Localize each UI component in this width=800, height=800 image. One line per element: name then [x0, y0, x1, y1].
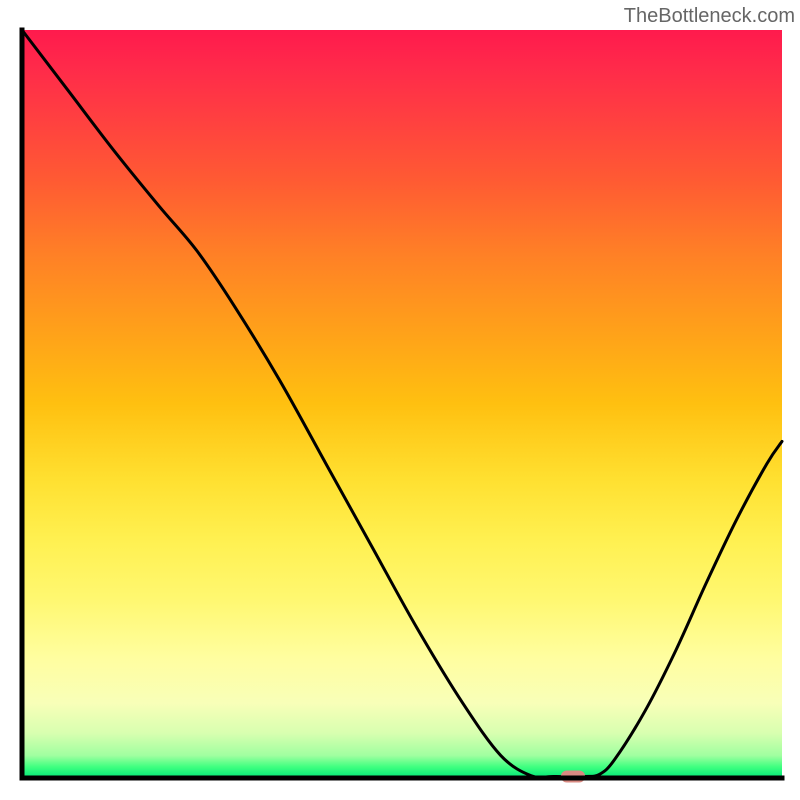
- bottleneck-chart: TheBottleneck.com: [0, 0, 800, 800]
- attribution-text: TheBottleneck.com: [624, 5, 795, 27]
